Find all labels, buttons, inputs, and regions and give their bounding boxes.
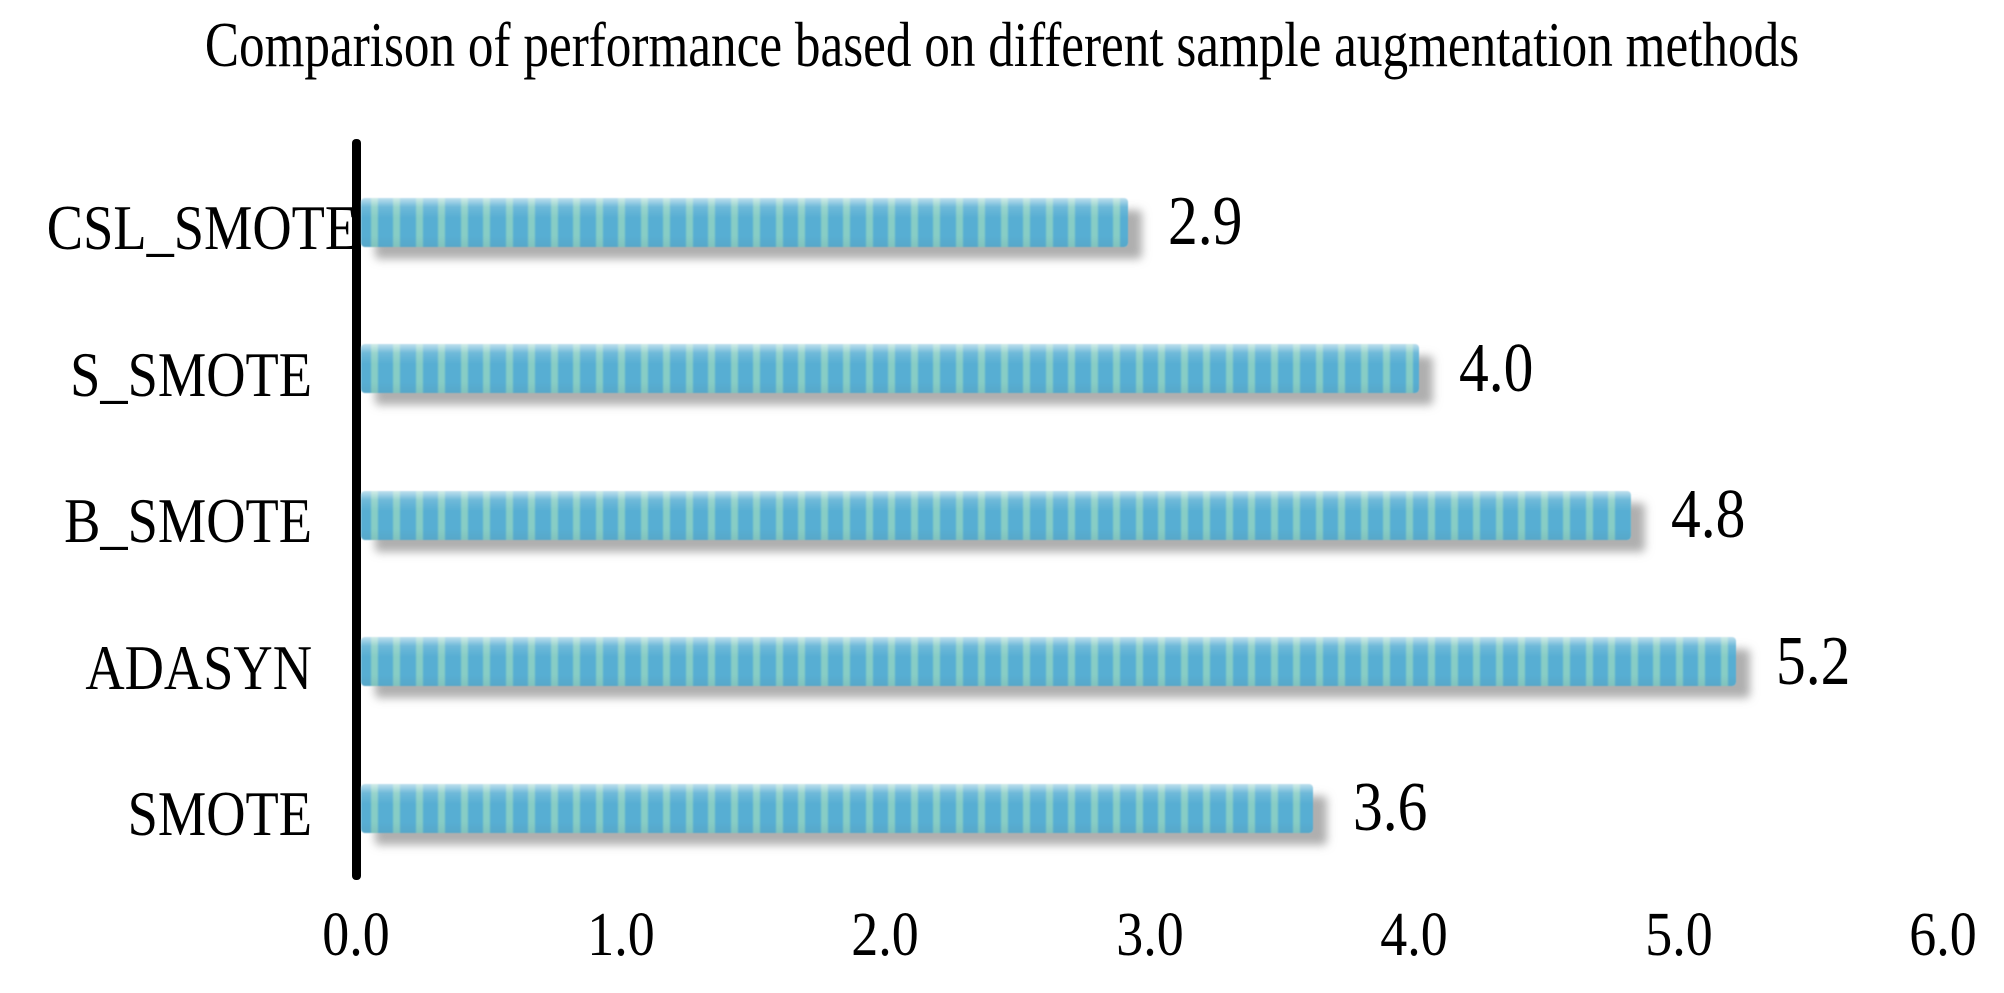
category-label: ADASYN [85,631,312,703]
bar [361,197,1129,247]
x-tick-label: 2.0 [851,901,919,969]
category-label: CSL_SMOTE [46,192,359,263]
bar [361,490,1631,540]
chart-title: Comparison of performance based on diffe… [204,9,1800,80]
value-label: 5.2 [1776,622,1851,700]
value-label: 4.8 [1670,476,1745,553]
bar [361,783,1314,833]
value-label: 4.0 [1459,329,1534,407]
bar [361,637,1737,686]
value-label: 2.9 [1168,183,1243,260]
y-axis-line [352,139,361,880]
x-tick-label: 0.0 [322,901,390,969]
value-label: 3.6 [1353,769,1428,846]
x-tick-label: 6.0 [1909,901,1977,969]
x-tick-label: 3.0 [1115,901,1184,969]
category-label: SMOTE [127,778,313,849]
x-tick-label: 4.0 [1380,901,1448,969]
category-label: S_SMOTE [70,338,312,410]
x-tick-label: 5.0 [1644,901,1713,969]
category-label: B_SMOTE [64,485,313,556]
x-tick-label: 1.0 [586,901,655,969]
bar [361,344,1419,393]
